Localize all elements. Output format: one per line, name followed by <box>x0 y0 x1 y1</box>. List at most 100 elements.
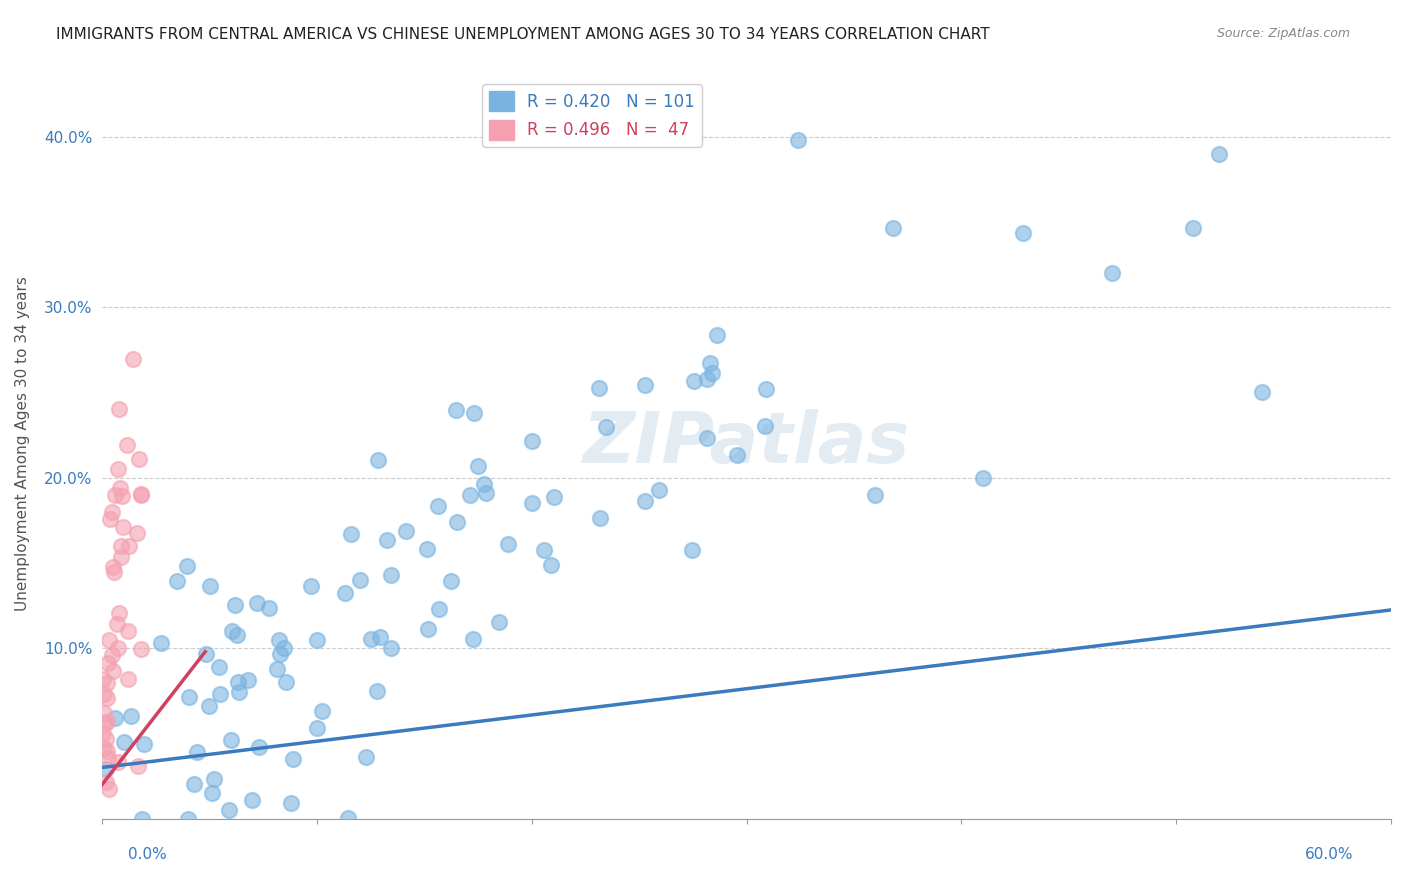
Point <box>706 328 728 343</box>
Point <box>93 706 115 720</box>
Point <box>105 616 128 631</box>
Point <box>129 641 152 656</box>
Point <box>440 574 463 589</box>
Point <box>93 740 115 755</box>
Point <box>682 374 704 388</box>
Point <box>93 687 115 701</box>
Point <box>681 543 703 558</box>
Point <box>204 772 226 786</box>
Point <box>117 672 139 686</box>
Point <box>416 541 439 556</box>
Point <box>725 448 748 462</box>
Point <box>131 487 153 501</box>
Point <box>94 732 117 747</box>
Point <box>416 622 439 636</box>
Point <box>131 812 153 826</box>
Point <box>269 633 291 648</box>
Y-axis label: Unemployment Among Ages 30 to 34 years: Unemployment Among Ages 30 to 34 years <box>15 277 30 611</box>
Point <box>589 510 612 524</box>
Point <box>201 786 224 800</box>
Point <box>354 750 377 764</box>
Point <box>198 699 221 714</box>
Point <box>696 372 718 386</box>
Point <box>247 739 270 754</box>
Point <box>474 485 496 500</box>
Point <box>218 803 240 817</box>
Point <box>337 811 360 825</box>
Point <box>380 641 402 656</box>
Point <box>107 462 129 476</box>
Point <box>446 516 468 530</box>
Point <box>98 781 121 796</box>
Point <box>269 647 291 661</box>
Point <box>446 403 468 417</box>
Point <box>104 488 127 502</box>
Point <box>96 744 118 758</box>
Point <box>246 596 269 610</box>
Text: ZIPatlas: ZIPatlas <box>583 409 910 478</box>
Point <box>107 755 129 769</box>
Point <box>266 662 288 676</box>
Point <box>472 477 495 491</box>
Legend: R = 0.420   N = 101, R = 0.496   N =  47: R = 0.420 N = 101, R = 0.496 N = 47 <box>482 85 702 146</box>
Point <box>647 483 669 498</box>
Point <box>238 673 260 688</box>
Point <box>110 482 132 496</box>
Point <box>97 656 120 670</box>
Point <box>368 630 391 644</box>
Point <box>1251 385 1274 400</box>
Point <box>183 777 205 791</box>
Point <box>463 406 485 420</box>
Point <box>108 606 131 620</box>
Point <box>96 691 118 706</box>
Point <box>127 526 149 541</box>
Point <box>305 721 328 735</box>
Point <box>96 715 118 730</box>
Point <box>375 533 398 548</box>
Point <box>699 356 721 370</box>
Point <box>520 496 543 510</box>
Point <box>108 402 131 417</box>
Point <box>128 451 150 466</box>
Point <box>194 647 217 661</box>
Point <box>111 489 134 503</box>
Point <box>700 366 723 380</box>
Point <box>429 602 451 616</box>
Point <box>110 550 132 565</box>
Point <box>104 711 127 725</box>
Point <box>101 505 124 519</box>
Point <box>696 431 718 445</box>
Point <box>367 453 389 467</box>
Point <box>257 600 280 615</box>
Point <box>1182 221 1205 235</box>
Point <box>496 536 519 550</box>
Point <box>360 632 382 647</box>
Point <box>1101 266 1123 280</box>
Point <box>110 539 132 553</box>
Point <box>118 539 141 553</box>
Text: 60.0%: 60.0% <box>1305 847 1353 863</box>
Point <box>177 812 200 826</box>
Point <box>111 519 134 533</box>
Text: 0.0%: 0.0% <box>128 847 167 863</box>
Point <box>105 846 128 860</box>
Point <box>115 438 138 452</box>
Point <box>463 632 485 646</box>
Point <box>488 615 510 630</box>
Point <box>177 690 200 704</box>
Point <box>224 598 246 612</box>
Point <box>280 796 302 810</box>
Point <box>208 660 231 674</box>
Point <box>129 488 152 502</box>
Point <box>273 641 295 656</box>
Point <box>882 221 904 235</box>
Point <box>311 704 333 718</box>
Point <box>101 559 124 574</box>
Point <box>226 675 249 690</box>
Point <box>120 709 142 723</box>
Point <box>103 565 125 579</box>
Point <box>103 664 125 678</box>
Point <box>117 624 139 639</box>
Point <box>186 745 208 759</box>
Point <box>426 499 449 513</box>
